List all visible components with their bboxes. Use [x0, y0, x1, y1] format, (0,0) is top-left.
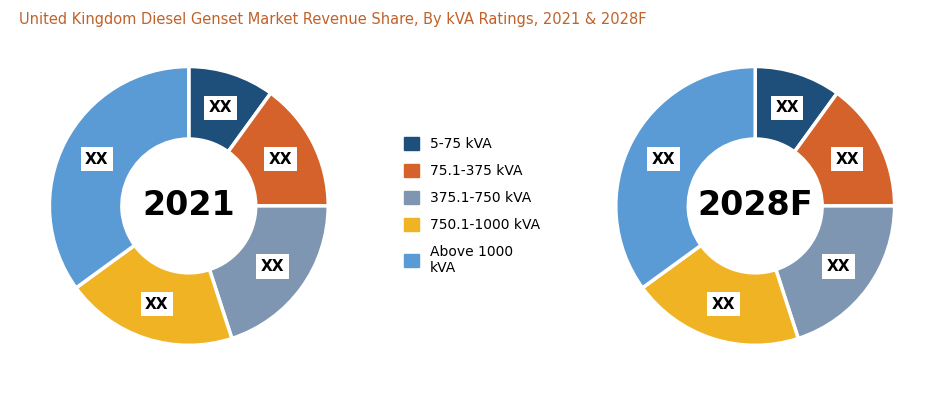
- Text: XX: XX: [712, 297, 735, 312]
- Text: XX: XX: [775, 100, 799, 115]
- Text: 2028F: 2028F: [698, 189, 813, 223]
- Wedge shape: [615, 67, 755, 288]
- Text: XX: XX: [827, 259, 851, 274]
- Wedge shape: [643, 245, 799, 345]
- Text: XX: XX: [269, 152, 293, 167]
- Text: XX: XX: [145, 297, 169, 312]
- Text: 2021: 2021: [143, 189, 235, 223]
- Text: XX: XX: [651, 152, 675, 167]
- Wedge shape: [755, 67, 837, 152]
- Text: XX: XX: [85, 152, 109, 167]
- Wedge shape: [795, 93, 895, 206]
- Legend: 5-75 kVA, 75.1-375 kVA, 375.1-750 kVA, 750.1-1000 kVA, Above 1000
kVA: 5-75 kVA, 75.1-375 kVA, 375.1-750 kVA, 7…: [404, 137, 540, 275]
- Wedge shape: [228, 93, 329, 206]
- Text: XX: XX: [835, 152, 859, 167]
- Text: United Kingdom Diesel Genset Market Revenue Share, By kVA Ratings, 2021 & 2028F: United Kingdom Diesel Genset Market Reve…: [19, 12, 647, 27]
- Wedge shape: [210, 206, 329, 339]
- Wedge shape: [189, 67, 271, 152]
- Wedge shape: [776, 206, 895, 339]
- Text: XX: XX: [209, 100, 232, 115]
- Wedge shape: [76, 245, 232, 345]
- Text: XX: XX: [261, 259, 284, 274]
- Wedge shape: [49, 67, 189, 288]
